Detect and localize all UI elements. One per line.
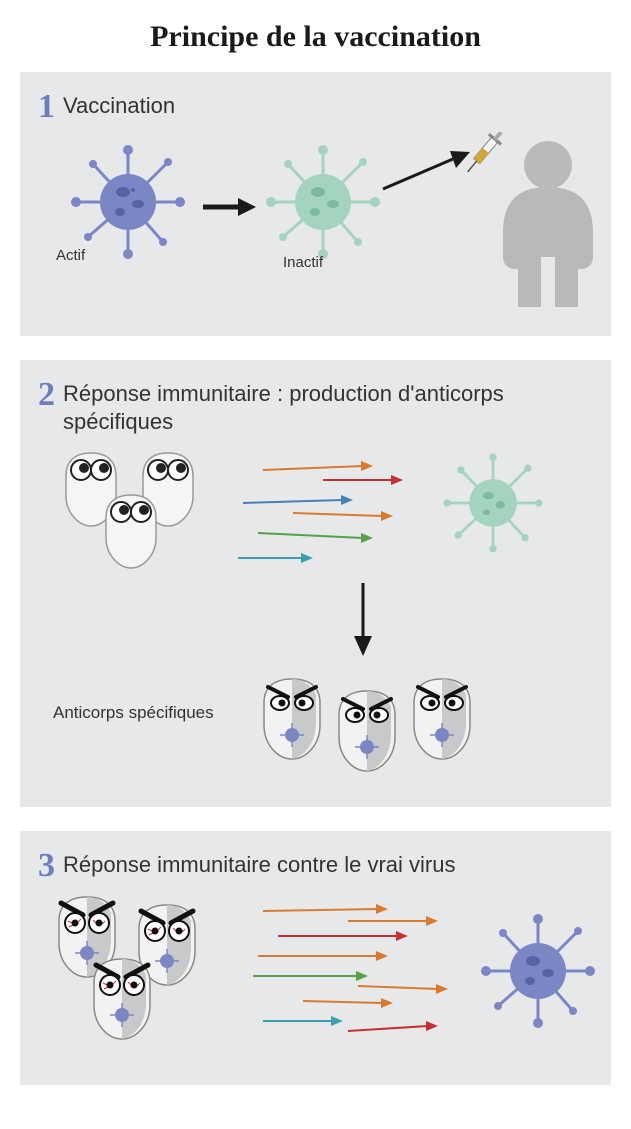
virus-inactive-icon	[438, 448, 548, 558]
arrow-down-icon	[348, 578, 378, 658]
person-icon	[483, 137, 613, 312]
virus-active-icon	[68, 142, 188, 262]
panel-immune-response: 2 Réponse immunitaire : production d'ant…	[20, 360, 611, 807]
antibody-trained-icon	[43, 891, 253, 1051]
antibody-specific-icon	[258, 663, 488, 778]
step-title-3: Réponse immunitaire contre le vrai virus	[63, 849, 456, 879]
antibody-naive-icon	[53, 448, 223, 578]
panel-real-virus: 3 Réponse immunitaire contre le vrai vir…	[20, 831, 611, 1085]
label-active: Actif	[56, 247, 85, 264]
label-inactive: Inactif	[283, 254, 323, 271]
step-number-1: 1	[38, 90, 55, 124]
step-title-2: Réponse immunitaire : production d'antic…	[63, 378, 593, 435]
step-number-2: 2	[38, 378, 55, 412]
step-number-3: 3	[38, 849, 55, 883]
arrow-icon	[198, 192, 258, 222]
attack-arrows-many-icon	[248, 901, 478, 1051]
attack-arrows-icon	[233, 458, 433, 568]
virus-active-icon	[478, 911, 598, 1031]
step-title-1: Vaccination	[63, 90, 175, 120]
panel-vaccination: 1 Vaccination Actif	[20, 72, 611, 336]
caption-specific-antibodies: Anticorps spécifiques	[53, 703, 214, 723]
virus-inactive-icon	[263, 142, 383, 262]
main-title: Principe de la vaccination	[20, 20, 611, 54]
